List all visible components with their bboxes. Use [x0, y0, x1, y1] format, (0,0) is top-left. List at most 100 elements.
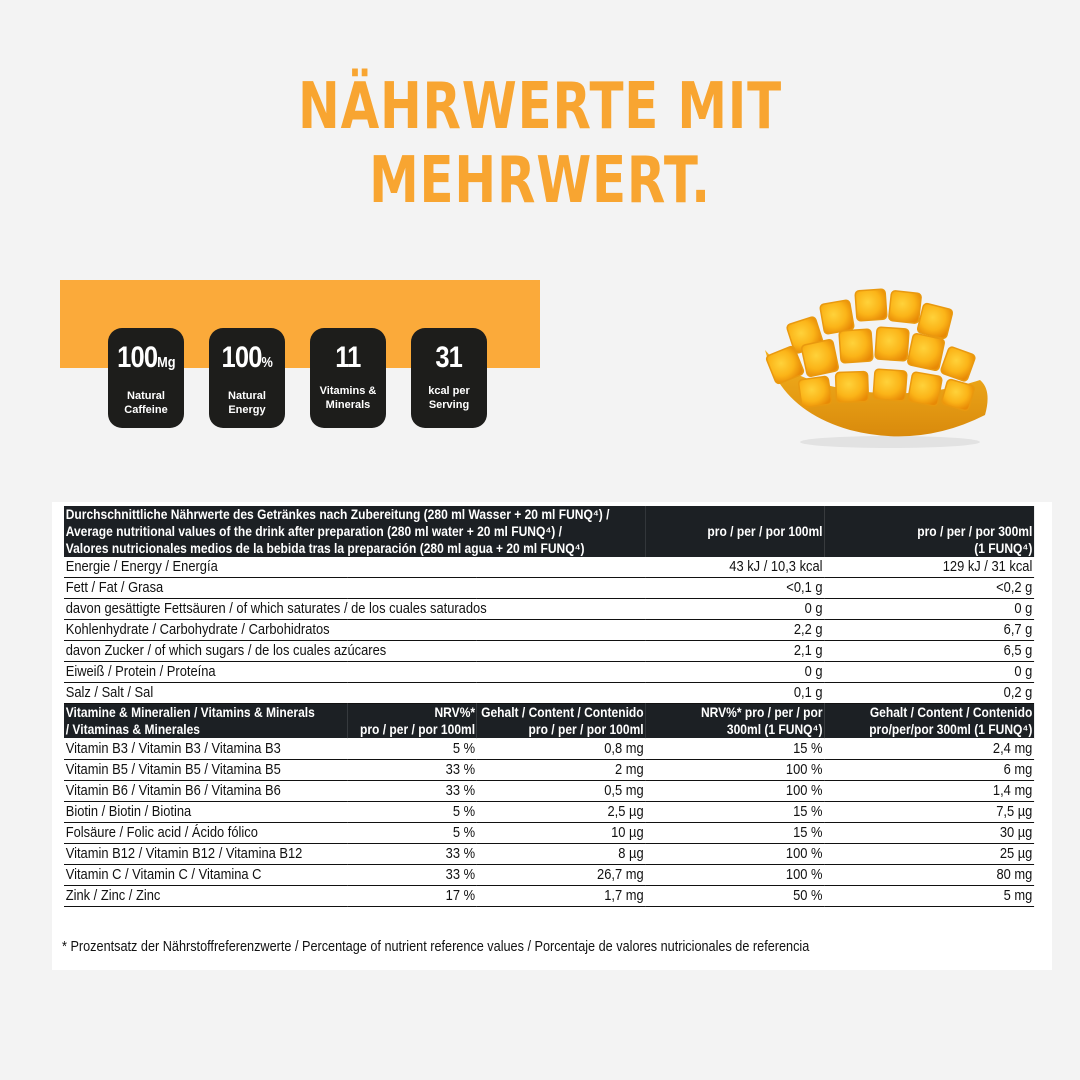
- vitamin-content100: 8 µg: [476, 843, 646, 865]
- nutrient-per300: 6,5 g: [824, 640, 1035, 662]
- nutrient-per100: 0 g: [645, 661, 825, 683]
- header-col-300ml: pro / per / por 300ml (1 FUNQ⁴): [824, 506, 1035, 557]
- header-col-100ml: pro / per / por 100ml: [645, 506, 825, 557]
- nutrient-name: Eiweiß / Protein / Proteína: [64, 661, 646, 683]
- badge-vitamins: 11 Vitamins & Minerals: [310, 328, 386, 428]
- vitamin-nrv300: 100 %: [645, 843, 825, 865]
- vitamin-content300: 2,4 mg: [824, 738, 1035, 760]
- table-row: Energie / Energy / Energía 43 kJ / 10,3 …: [64, 557, 1035, 578]
- table-header-row: Durchschnittliche Nährwerte des Getränke…: [64, 506, 1035, 557]
- nutrient-name: Kohlenhydrate / Carbohydrate / Carbohidr…: [64, 619, 646, 641]
- vitamin-header-content100: Gehalt / Content / Contenido pro / per /…: [476, 703, 646, 739]
- header-line: Valores nutricionales medios de la bebid…: [65, 540, 585, 556]
- vitamin-name: Vitamin C / Vitamin C / Vitamina C: [64, 864, 348, 886]
- vitamin-content300: 7,5 µg: [824, 801, 1035, 823]
- nutrient-per100: 0 g: [645, 598, 825, 620]
- vitamin-nrv300: 15 %: [645, 738, 825, 760]
- header-line: Durchschnittliche Nährwerte des Getränke…: [65, 506, 610, 522]
- vitamin-content100: 0,5 mg: [476, 780, 646, 802]
- vitamin-name: Vitamin B3 / Vitamin B3 / Vitamina B3: [64, 738, 348, 760]
- table-row: Eiweiß / Protein / Proteína 0 g 0 g: [64, 661, 1035, 683]
- badge-label: Natural Caffeine: [124, 390, 168, 416]
- vitamin-nrv300: 15 %: [645, 801, 825, 823]
- nutrient-name: Fett / Fat / Grasa: [64, 577, 646, 599]
- table-row: Vitamin B6 / Vitamin B6 / Vitamina B6 33…: [64, 780, 1035, 802]
- nutrient-name: davon gesättigte Fettsäuren / of which s…: [64, 598, 646, 620]
- nutrition-table-wrap: Durchschnittliche Nährwerte des Getränke…: [64, 506, 1035, 907]
- badge-value: 31: [435, 341, 464, 374]
- vitamin-content100: 26,7 mg: [476, 864, 646, 886]
- badge-row: 100Mg Natural Caffeine 100% Natural Ener…: [108, 328, 487, 428]
- nutrient-name: Energie / Energy / Energía: [64, 557, 646, 578]
- header-line: Average nutritional values of the drink …: [65, 523, 562, 539]
- vitamin-nrv100: 33 %: [347, 843, 477, 865]
- nutrient-per300: 0,2 g: [824, 682, 1035, 704]
- nutrient-per300: 6,7 g: [824, 619, 1035, 641]
- badge-kcal: 31 kcal per Serving: [411, 328, 487, 428]
- vitamin-nrv100: 33 %: [347, 759, 477, 781]
- nutrient-per300: 0 g: [824, 661, 1035, 683]
- vitamin-header-content300: Gehalt / Content / Contenido pro/per/por…: [824, 703, 1035, 739]
- footnote: * Prozentsatz der Nährstoffreferenzwerte…: [62, 938, 810, 955]
- page-title: NÄHRWERTE MIT MEHRWERT.: [298, 70, 782, 218]
- vitamin-nrv100: 5 %: [347, 738, 477, 760]
- vitamin-name: Folsäure / Folic acid / Ácido fólico: [64, 822, 348, 844]
- vitamin-content300: 25 µg: [824, 843, 1035, 865]
- nutrient-per100: <0,1 g: [645, 577, 825, 599]
- vitamin-nrv100: 5 %: [347, 822, 477, 844]
- nutrient-per100: 0,1 g: [645, 682, 825, 704]
- nutrient-per100: 2,1 g: [645, 640, 825, 662]
- vitamin-content300: 80 mg: [824, 864, 1035, 886]
- vitamin-nrv300: 50 %: [645, 885, 825, 907]
- table-row: Salz / Salt / Sal 0,1 g 0,2 g: [64, 682, 1035, 704]
- vitamin-name: Vitamin B6 / Vitamin B6 / Vitamina B6: [64, 780, 348, 802]
- badge-unit: %: [261, 354, 273, 371]
- vitamin-content100: 0,8 mg: [476, 738, 646, 760]
- badge-value: 100: [221, 341, 262, 374]
- badge-label: kcal per Serving: [428, 385, 470, 411]
- vitamin-content100: 2 mg: [476, 759, 646, 781]
- vitamin-content300: 30 µg: [824, 822, 1035, 844]
- table-row: Vitamin B12 / Vitamin B12 / Vitamina B12…: [64, 843, 1035, 865]
- vitamin-name: Vitamin B5 / Vitamin B5 / Vitamina B5: [64, 759, 348, 781]
- nutrient-name: davon Zucker / of which sugars / de los …: [64, 640, 646, 662]
- vitamin-header-nrv300: NRV%* pro / per / por 300ml (1 FUNQ⁴): [645, 703, 825, 739]
- badge-value: 11: [335, 341, 361, 374]
- nutrient-per100: 43 kJ / 10,3 kcal: [645, 557, 825, 578]
- vitamin-nrv300: 100 %: [645, 780, 825, 802]
- vitamin-nrv300: 100 %: [645, 864, 825, 886]
- vitamin-nrv300: 100 %: [645, 759, 825, 781]
- table-header-description: Durchschnittliche Nährwerte des Getränke…: [64, 506, 646, 557]
- vitamin-nrv100: 5 %: [347, 801, 477, 823]
- table-row: Folsäure / Folic acid / Ácido fólico 5 %…: [64, 822, 1035, 844]
- vitamin-content100: 2,5 µg: [476, 801, 646, 823]
- nutrient-per300: <0,2 g: [824, 577, 1035, 599]
- table-row: Fett / Fat / Grasa <0,1 g <0,2 g: [64, 577, 1035, 599]
- badge-caffeine: 100Mg Natural Caffeine: [108, 328, 184, 428]
- badge-label: Natural Energy: [228, 390, 266, 416]
- vitamin-nrv100: 33 %: [347, 780, 477, 802]
- nutrient-per300: 129 kJ / 31 kcal: [824, 557, 1035, 578]
- vitamin-nrv100: 17 %: [347, 885, 477, 907]
- table-row: Vitamin B5 / Vitamin B5 / Vitamina B5 33…: [64, 759, 1035, 781]
- nutrient-per100: 2,2 g: [645, 619, 825, 641]
- nutrition-table: Durchschnittliche Nährwerte des Getränke…: [64, 506, 1035, 907]
- nutrient-name: Salz / Salt / Sal: [64, 682, 646, 704]
- table-row: davon gesättigte Fettsäuren / of which s…: [64, 598, 1035, 620]
- vitamin-name: Zink / Zinc / Zinc: [64, 885, 348, 907]
- vitamin-content300: 5 mg: [824, 885, 1035, 907]
- badge-unit: Mg: [156, 354, 176, 371]
- vitamin-header-nrv100: NRV%* pro / per / por 100ml: [347, 703, 477, 739]
- vitamin-content100: 10 µg: [476, 822, 646, 844]
- mango-image: [765, 288, 988, 448]
- vitamin-name: Vitamin B12 / Vitamin B12 / Vitamina B12: [64, 843, 348, 865]
- vitamin-header-name: Vitamine & Mineralien / Vitamins & Miner…: [64, 703, 348, 739]
- table-row: Vitamin B3 / Vitamin B3 / Vitamina B3 5 …: [64, 738, 1035, 760]
- nutrient-per300: 0 g: [824, 598, 1035, 620]
- table-row: Kohlenhydrate / Carbohydrate / Carbohidr…: [64, 619, 1035, 641]
- badge-energy: 100% Natural Energy: [209, 328, 285, 428]
- table-row: Biotin / Biotin / Biotina 5 % 2,5 µg 15 …: [64, 801, 1035, 823]
- vitamin-nrv100: 33 %: [347, 864, 477, 886]
- table-row: Vitamin C / Vitamin C / Vitamina C 33 % …: [64, 864, 1035, 886]
- nutrition-panel: Durchschnittliche Nährwerte des Getränke…: [52, 502, 1052, 970]
